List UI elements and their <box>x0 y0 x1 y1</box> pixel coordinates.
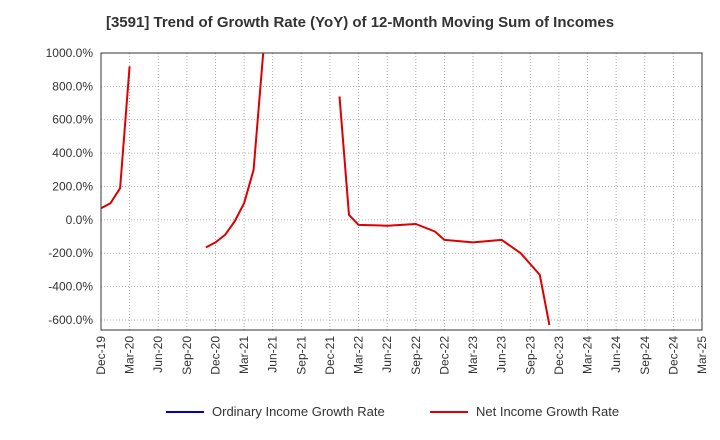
x-tick-label: Dec-22 <box>437 336 451 375</box>
x-tick-label: Mar-21 <box>237 336 251 374</box>
y-tick-label: 800.0% <box>52 79 93 93</box>
x-tick-label: Mar-23 <box>466 336 480 374</box>
x-tick-label: Dec-20 <box>208 336 222 375</box>
legend-label-ordinary: Ordinary Income Growth Rate <box>212 404 385 419</box>
x-tick-label: Jun-24 <box>609 336 623 373</box>
y-tick-label: -400.0% <box>48 280 93 294</box>
x-tick-label: Dec-23 <box>552 336 566 375</box>
series-line-net <box>338 96 551 326</box>
legend-item-ordinary: Ordinary Income Growth Rate <box>166 404 385 419</box>
x-tick-label: Mar-20 <box>123 336 137 374</box>
x-tick-label: Mar-22 <box>352 336 366 374</box>
y-tick-label: 400.0% <box>52 146 93 160</box>
y-tick-label: 600.0% <box>52 113 93 127</box>
y-tick-label: -200.0% <box>48 246 93 260</box>
x-tick-label: Jun-20 <box>151 336 165 373</box>
plot-border <box>100 52 703 331</box>
x-tick-label: Mar-25 <box>695 336 709 374</box>
legend-label-net: Net Income Growth Rate <box>476 404 620 419</box>
series-line-net <box>101 66 131 210</box>
x-tick-label: Mar-24 <box>581 336 595 374</box>
x-tick-label: Jun-22 <box>380 336 394 373</box>
x-tick-label: Dec-21 <box>323 336 337 375</box>
x-tick-label: Jun-23 <box>495 336 509 373</box>
x-tick-label: Sep-20 <box>180 336 194 375</box>
x-tick-label: Sep-21 <box>294 336 308 375</box>
x-tick-label: Jun-21 <box>266 336 280 373</box>
y-tick-label: 1000.0% <box>46 46 94 60</box>
x-tick-label: Sep-24 <box>638 336 652 375</box>
x-tick-label: Dec-24 <box>666 336 680 375</box>
legend: Ordinary Income Growth Rate Net Income G… <box>0 404 720 424</box>
legend-item-net: Net Income Growth Rate <box>430 404 619 419</box>
y-tick-label: -600.0% <box>48 313 93 327</box>
x-tick-label: Sep-23 <box>523 336 537 375</box>
x-tick-label: Sep-22 <box>409 336 423 375</box>
series-line-net <box>205 53 265 249</box>
y-tick-label: 200.0% <box>52 179 93 193</box>
legend-swatch-net <box>430 410 468 413</box>
plot-background <box>101 53 702 330</box>
legend-swatch-ordinary <box>166 410 204 413</box>
x-tick-label: Dec-19 <box>94 336 108 375</box>
y-tick-label: 0.0% <box>66 213 94 227</box>
chart-title: [3591] Trend of Growth Rate (YoY) of 12-… <box>105 14 615 31</box>
